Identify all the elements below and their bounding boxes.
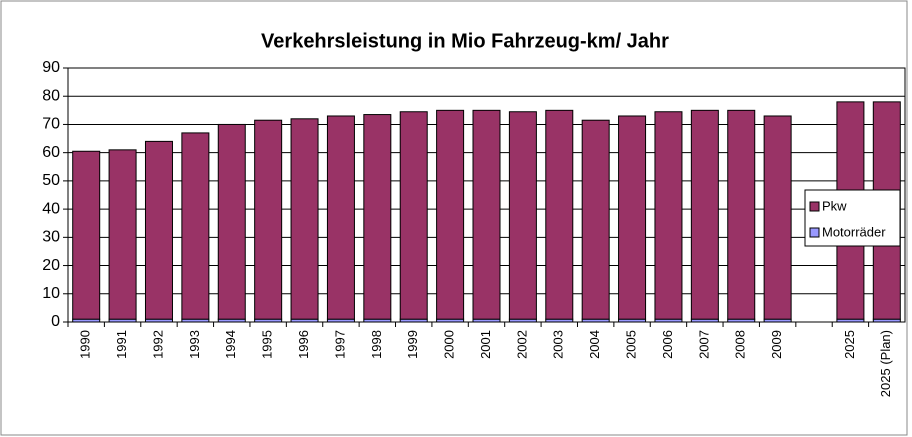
bar — [727, 109, 756, 320]
x-tick-label: 2001 — [478, 330, 493, 359]
bar — [618, 115, 647, 320]
x-tick-label: 1994 — [223, 330, 238, 359]
x-tick-label: 1995 — [260, 330, 275, 359]
x-tick-label: 1992 — [150, 330, 165, 359]
y-tick-label: 60 — [42, 144, 60, 161]
bar — [508, 111, 537, 320]
bar — [217, 123, 246, 320]
x-tick-label: 2003 — [551, 330, 566, 359]
bar — [108, 149, 137, 320]
y-tick-label: 70 — [42, 116, 60, 133]
x-tick-label: 2000 — [442, 330, 457, 359]
x-tick-label: 1999 — [405, 330, 420, 359]
bar — [254, 119, 283, 320]
bar — [181, 132, 210, 320]
bar — [472, 109, 501, 320]
y-tick-label: 50 — [42, 172, 60, 189]
bar — [763, 115, 792, 320]
bar — [436, 109, 465, 320]
y-tick-label: 0 — [51, 313, 60, 330]
legend-swatch — [809, 227, 820, 238]
x-tick-label: 1997 — [332, 330, 347, 359]
x-tick-label: 1991 — [114, 330, 129, 359]
x-tick-label: 2007 — [696, 330, 711, 359]
x-tick-label: 2025 (Plan) — [878, 330, 893, 397]
x-tick-label: 2005 — [624, 330, 639, 359]
x-tick-label: 1993 — [187, 330, 202, 359]
bar — [581, 119, 610, 320]
bar — [399, 111, 428, 320]
bar — [144, 140, 173, 320]
bar — [363, 114, 392, 320]
x-tick-label: 2009 — [769, 330, 784, 359]
bar — [545, 109, 574, 320]
x-tick-label: 1990 — [78, 330, 93, 359]
bar — [290, 118, 319, 320]
y-tick-label: 40 — [42, 200, 60, 217]
y-tick-label: 20 — [42, 257, 60, 274]
chart-title: Verkehrsleistung in Mio Fahrzeug-km/ Jah… — [261, 30, 669, 52]
x-tick-label: 2006 — [660, 330, 675, 359]
x-tick-label: 2025 — [842, 330, 857, 359]
bar — [326, 115, 355, 320]
x-tick-label: 2004 — [587, 330, 602, 359]
legend-swatch — [809, 201, 820, 212]
legend-label: Pkw — [822, 198, 847, 213]
legend-box — [804, 189, 901, 247]
y-tick-label: 90 — [42, 59, 60, 76]
bar — [654, 111, 683, 320]
x-tick-label: 2002 — [514, 330, 529, 359]
y-tick-label: 10 — [42, 285, 60, 302]
y-tick-label: 80 — [42, 87, 60, 104]
y-tick-label: 30 — [42, 229, 60, 246]
x-tick-label: 1998 — [369, 330, 384, 359]
bar — [72, 150, 101, 320]
bar — [690, 109, 719, 320]
x-tick-label: 2008 — [733, 330, 748, 359]
x-tick-label: 1996 — [296, 330, 311, 359]
legend-label: Motorräder — [822, 224, 886, 239]
